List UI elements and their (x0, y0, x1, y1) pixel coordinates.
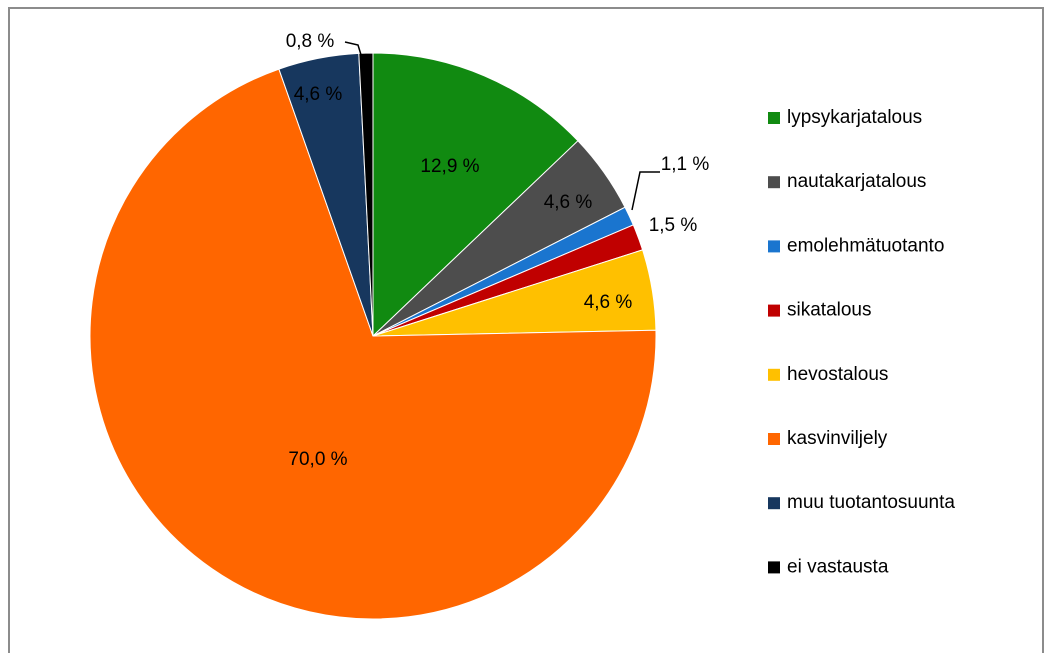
pie-slice (89, 68, 657, 620)
legend-swatch (768, 561, 780, 574)
leader-line (631, 171, 660, 211)
data-label: 0,8 % (286, 31, 335, 52)
legend-label: kasvinviljely (787, 428, 888, 449)
legend-swatch (768, 112, 780, 124)
leader-line (344, 41, 363, 59)
legend-swatch (768, 368, 780, 381)
legend-swatch (768, 240, 780, 253)
legend-label: ei vastausta (787, 556, 889, 577)
legend-label: nautakarjatalous (787, 171, 926, 192)
legend-label: hevostalous (787, 364, 888, 385)
data-label: 4,6 % (584, 292, 633, 313)
pie-slice (358, 52, 374, 337)
legend-swatch (768, 304, 780, 317)
data-label: 12,9 % (420, 156, 479, 177)
data-label: 70,0 % (288, 449, 347, 470)
legend-swatch (768, 176, 780, 189)
legend-label: sikatalous (787, 300, 872, 321)
data-label: 1,1 % (661, 154, 710, 175)
data-label: 4,6 % (294, 84, 343, 105)
legend-label: lypsykarjatalous (787, 107, 922, 128)
legend-label: emolehmätuotanto (787, 235, 944, 256)
legend-label: muu tuotantosuunta (787, 492, 955, 513)
legend-swatch (768, 497, 780, 510)
data-label: 1,5 % (649, 215, 698, 236)
pie-slice (372, 52, 579, 338)
data-label: 4,6 % (544, 192, 593, 213)
legend-swatch (768, 433, 780, 445)
